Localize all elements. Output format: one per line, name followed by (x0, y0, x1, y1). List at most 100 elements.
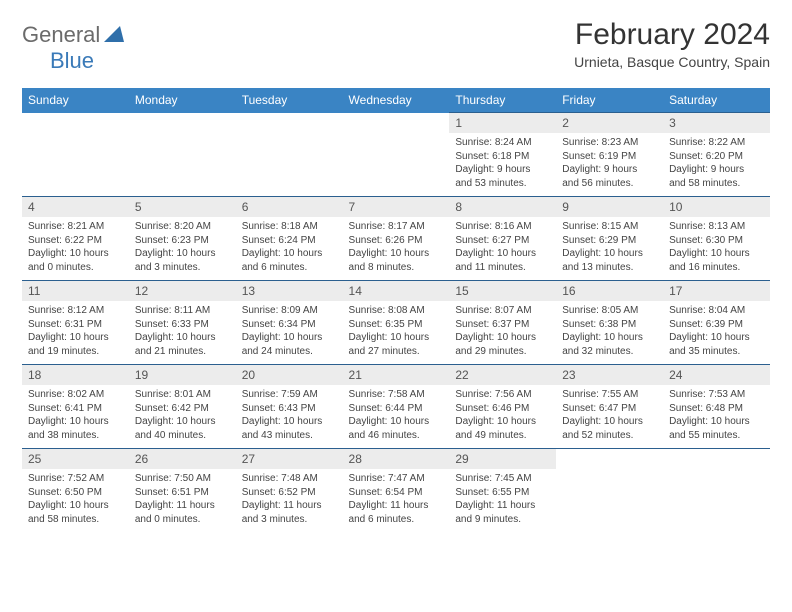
day-info-cell: Sunrise: 8:18 AMSunset: 6:24 PMDaylight:… (236, 217, 343, 281)
day-d1: Daylight: 10 hours (562, 415, 657, 429)
day-ss: Sunset: 6:33 PM (135, 318, 230, 332)
day-ss: Sunset: 6:41 PM (28, 402, 123, 416)
day-info-cell: Sunrise: 8:17 AMSunset: 6:26 PMDaylight:… (343, 217, 450, 281)
day-d2: and 35 minutes. (669, 345, 764, 359)
day-d1: Daylight: 11 hours (242, 499, 337, 513)
day-ss: Sunset: 6:24 PM (242, 234, 337, 248)
day-info-cell: Sunrise: 8:02 AMSunset: 6:41 PMDaylight:… (22, 385, 129, 449)
day-number-cell (663, 449, 770, 470)
day-d2: and 3 minutes. (242, 513, 337, 527)
day-number-cell: 3 (663, 113, 770, 134)
day-number-cell: 10 (663, 197, 770, 218)
day-d1: Daylight: 10 hours (135, 331, 230, 345)
day-number-cell: 6 (236, 197, 343, 218)
day-info-row: Sunrise: 8:02 AMSunset: 6:41 PMDaylight:… (22, 385, 770, 449)
day-d1: Daylight: 10 hours (242, 331, 337, 345)
day-d1: Daylight: 10 hours (28, 247, 123, 261)
day-d2: and 38 minutes. (28, 429, 123, 443)
day-sr: Sunrise: 8:24 AM (455, 136, 550, 150)
day-d1: Daylight: 10 hours (135, 247, 230, 261)
day-number-cell: 12 (129, 281, 236, 302)
day-info-cell: Sunrise: 8:09 AMSunset: 6:34 PMDaylight:… (236, 301, 343, 365)
day-info-cell (22, 133, 129, 197)
day-number-cell (343, 113, 450, 134)
day-d1: Daylight: 10 hours (669, 331, 764, 345)
day-ss: Sunset: 6:43 PM (242, 402, 337, 416)
day-number-cell: 24 (663, 365, 770, 386)
day-sr: Sunrise: 7:48 AM (242, 472, 337, 486)
weekday-header-row: Sunday Monday Tuesday Wednesday Thursday… (22, 88, 770, 113)
day-d2: and 0 minutes. (135, 513, 230, 527)
day-info-cell: Sunrise: 8:07 AMSunset: 6:37 PMDaylight:… (449, 301, 556, 365)
day-d1: Daylight: 9 hours (669, 163, 764, 177)
day-d2: and 9 minutes. (455, 513, 550, 527)
day-number-cell: 27 (236, 449, 343, 470)
day-d2: and 27 minutes. (349, 345, 444, 359)
day-sr: Sunrise: 8:04 AM (669, 304, 764, 318)
day-number-cell: 21 (343, 365, 450, 386)
day-sr: Sunrise: 8:09 AM (242, 304, 337, 318)
day-d2: and 29 minutes. (455, 345, 550, 359)
day-ss: Sunset: 6:42 PM (135, 402, 230, 416)
day-d2: and 40 minutes. (135, 429, 230, 443)
day-info-row: Sunrise: 8:12 AMSunset: 6:31 PMDaylight:… (22, 301, 770, 365)
day-sr: Sunrise: 8:18 AM (242, 220, 337, 234)
day-sr: Sunrise: 8:01 AM (135, 388, 230, 402)
day-number-row: 45678910 (22, 197, 770, 218)
day-ss: Sunset: 6:20 PM (669, 150, 764, 164)
day-number-cell: 18 (22, 365, 129, 386)
day-info-cell: Sunrise: 8:21 AMSunset: 6:22 PMDaylight:… (22, 217, 129, 281)
day-ss: Sunset: 6:50 PM (28, 486, 123, 500)
day-info-cell: Sunrise: 8:20 AMSunset: 6:23 PMDaylight:… (129, 217, 236, 281)
day-number-cell: 22 (449, 365, 556, 386)
day-ss: Sunset: 6:48 PM (669, 402, 764, 416)
day-info-cell: Sunrise: 7:59 AMSunset: 6:43 PMDaylight:… (236, 385, 343, 449)
day-info-cell: Sunrise: 8:24 AMSunset: 6:18 PMDaylight:… (449, 133, 556, 197)
day-sr: Sunrise: 7:52 AM (28, 472, 123, 486)
day-d2: and 58 minutes. (669, 177, 764, 191)
day-d2: and 16 minutes. (669, 261, 764, 275)
day-info-cell: Sunrise: 8:05 AMSunset: 6:38 PMDaylight:… (556, 301, 663, 365)
day-ss: Sunset: 6:30 PM (669, 234, 764, 248)
day-d2: and 19 minutes. (28, 345, 123, 359)
day-number-cell: 7 (343, 197, 450, 218)
day-d2: and 53 minutes. (455, 177, 550, 191)
day-info-cell (236, 133, 343, 197)
day-number-cell: 26 (129, 449, 236, 470)
day-d1: Daylight: 10 hours (242, 247, 337, 261)
day-info-cell: Sunrise: 8:16 AMSunset: 6:27 PMDaylight:… (449, 217, 556, 281)
weekday-header: Wednesday (343, 88, 450, 113)
day-info-cell: Sunrise: 8:08 AMSunset: 6:35 PMDaylight:… (343, 301, 450, 365)
day-sr: Sunrise: 8:12 AM (28, 304, 123, 318)
day-ss: Sunset: 6:22 PM (28, 234, 123, 248)
day-number-cell: 1 (449, 113, 556, 134)
day-number-cell: 23 (556, 365, 663, 386)
day-sr: Sunrise: 8:13 AM (669, 220, 764, 234)
day-ss: Sunset: 6:34 PM (242, 318, 337, 332)
day-number-cell: 8 (449, 197, 556, 218)
day-ss: Sunset: 6:18 PM (455, 150, 550, 164)
day-d2: and 49 minutes. (455, 429, 550, 443)
day-sr: Sunrise: 8:07 AM (455, 304, 550, 318)
day-ss: Sunset: 6:46 PM (455, 402, 550, 416)
weekday-header: Monday (129, 88, 236, 113)
day-sr: Sunrise: 7:55 AM (562, 388, 657, 402)
day-number-cell: 5 (129, 197, 236, 218)
day-number-cell: 13 (236, 281, 343, 302)
weekday-header: Thursday (449, 88, 556, 113)
weekday-header: Saturday (663, 88, 770, 113)
day-ss: Sunset: 6:23 PM (135, 234, 230, 248)
day-d1: Daylight: 9 hours (455, 163, 550, 177)
day-d1: Daylight: 10 hours (669, 415, 764, 429)
day-ss: Sunset: 6:19 PM (562, 150, 657, 164)
day-ss: Sunset: 6:44 PM (349, 402, 444, 416)
day-sr: Sunrise: 7:47 AM (349, 472, 444, 486)
day-info-cell: Sunrise: 7:48 AMSunset: 6:52 PMDaylight:… (236, 469, 343, 532)
day-d1: Daylight: 10 hours (349, 415, 444, 429)
day-info-cell: Sunrise: 8:22 AMSunset: 6:20 PMDaylight:… (663, 133, 770, 197)
day-info-cell: Sunrise: 8:04 AMSunset: 6:39 PMDaylight:… (663, 301, 770, 365)
day-d2: and 0 minutes. (28, 261, 123, 275)
day-number-row: 11121314151617 (22, 281, 770, 302)
day-info-row: Sunrise: 8:24 AMSunset: 6:18 PMDaylight:… (22, 133, 770, 197)
day-ss: Sunset: 6:39 PM (669, 318, 764, 332)
